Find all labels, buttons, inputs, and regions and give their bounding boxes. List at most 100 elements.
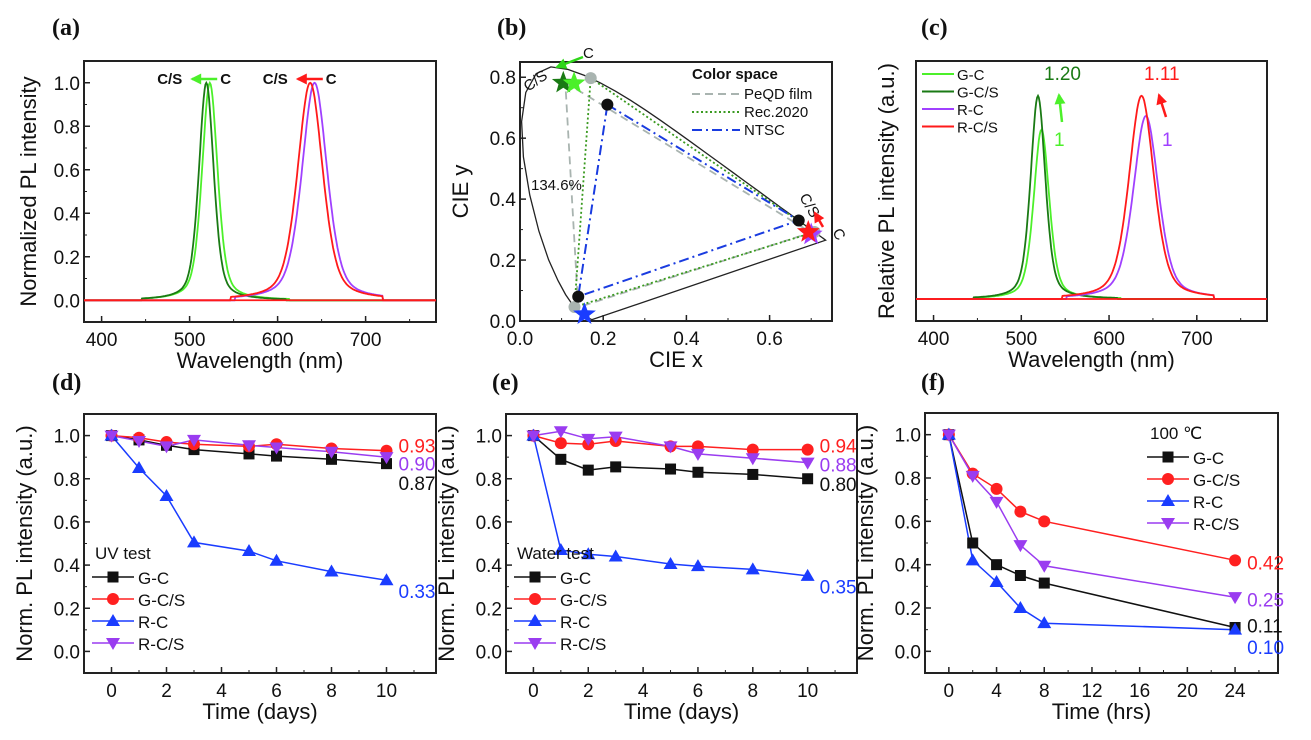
y-tick-label: 0.2 bbox=[476, 599, 502, 620]
data-point-g-c bbox=[802, 473, 814, 485]
x-axis-title: Time (days) bbox=[202, 699, 317, 724]
panel-c: (c) 400 500 600 700 Wavelength (nm) Relative P… bbox=[874, 15, 1268, 372]
spectrum-line-g-c bbox=[84, 80, 436, 302]
legend-marker bbox=[528, 614, 542, 626]
increase-arrow-green-head bbox=[1054, 93, 1066, 105]
legend-marker bbox=[1161, 494, 1175, 506]
y-tick-label: 0.0 bbox=[476, 642, 502, 663]
legend-label: G-C/S bbox=[138, 591, 185, 610]
legend-title: UV test bbox=[95, 544, 151, 563]
y-tick-label: 1.0 bbox=[54, 74, 80, 95]
x-tick-label: 500 bbox=[174, 330, 206, 351]
y-tick-label: 1.0 bbox=[476, 427, 502, 448]
y-tick-label: 0.6 bbox=[54, 513, 80, 534]
x-tick-label: 0 bbox=[528, 681, 539, 702]
plot-frame bbox=[83, 60, 437, 323]
x-tick-label: 400 bbox=[918, 329, 950, 350]
x-tick-label: 700 bbox=[350, 330, 382, 351]
legend-label: R-C bbox=[1193, 493, 1223, 512]
legend-title: 100 ℃ bbox=[1150, 424, 1202, 443]
data-point-r-cs bbox=[690, 448, 705, 461]
data-point-r-c bbox=[379, 573, 394, 586]
y-tick-label: 0.6 bbox=[54, 161, 80, 182]
legend-marker bbox=[1162, 473, 1174, 485]
y-tick-label: 0.0 bbox=[490, 312, 516, 333]
data-point-r-cs bbox=[800, 457, 815, 470]
x-tick-label: 0 bbox=[944, 681, 955, 702]
series-line-r-cs bbox=[948, 434, 1236, 598]
ratio-base-green: 1 bbox=[1054, 130, 1065, 151]
legend-label: G-C bbox=[560, 569, 591, 588]
legend-title: Water test bbox=[517, 544, 594, 563]
shift-arrow-green-head bbox=[555, 58, 568, 69]
panel-label: (e) bbox=[492, 370, 519, 396]
data-point-g-c bbox=[665, 463, 677, 475]
end-value-label: 0.80 bbox=[820, 475, 857, 496]
data-point-r-c bbox=[1037, 616, 1052, 629]
data-point-r-cs bbox=[132, 435, 146, 448]
data-point-r-c bbox=[1228, 622, 1243, 635]
legend-label: R-C bbox=[957, 102, 984, 119]
x-tick-label: 8 bbox=[326, 681, 337, 702]
spectrum-line-r-cs bbox=[84, 81, 436, 302]
legend-label: G-C bbox=[138, 569, 169, 588]
increase-arrow-red-head bbox=[1156, 93, 1167, 106]
shift-arrow-head bbox=[295, 73, 307, 85]
data-point-r-cs bbox=[553, 426, 568, 439]
panel-label: (a) bbox=[52, 15, 80, 41]
spectrum-line-r-c bbox=[84, 81, 436, 302]
data-point-r-c bbox=[1013, 601, 1028, 613]
panel-label: (c) bbox=[921, 15, 948, 41]
legend-label: PeQD film bbox=[744, 86, 812, 103]
data-point-r-cs bbox=[269, 442, 284, 455]
legend-label: G-C/S bbox=[560, 591, 607, 610]
primary-point bbox=[792, 214, 805, 227]
coverage-label: 134.6% bbox=[531, 177, 582, 194]
x-tick-label: 6 bbox=[271, 681, 282, 702]
gamut-triangle-rec2020 bbox=[573, 76, 817, 309]
legend-label: R-C/S bbox=[560, 635, 606, 654]
legend-label: G-C bbox=[957, 67, 985, 84]
gamut-triangle-ntsc bbox=[576, 103, 802, 299]
data-point-g-c bbox=[991, 559, 1003, 571]
y-tick-label: 0.4 bbox=[54, 204, 81, 225]
panel-a: (a) 400 500 600 700 0.0 0.2 0.4 0.6 0.8 1.0 Wavelen… bbox=[16, 15, 437, 373]
x-tick-label: 4 bbox=[991, 681, 1002, 702]
spectrum-line-g-cs bbox=[84, 80, 436, 302]
data-point-r-c bbox=[187, 535, 201, 548]
x-axis-title: Wavelength (nm) bbox=[177, 348, 344, 373]
x-tick-label: 600 bbox=[262, 330, 294, 351]
y-tick-label: 0.4 bbox=[895, 556, 922, 577]
legend-label: R-C/S bbox=[957, 120, 998, 137]
x-axis-title: Time (hrs) bbox=[1052, 699, 1151, 724]
data-point-r-cs bbox=[379, 452, 394, 465]
y-tick-label: 0.2 bbox=[54, 599, 80, 620]
data-point-r-cs bbox=[1228, 592, 1243, 605]
data-point-g-c bbox=[271, 450, 282, 462]
y-tick-label: 0.6 bbox=[895, 512, 921, 533]
data-point-r-c bbox=[690, 559, 705, 572]
y-tick-label: 0.8 bbox=[490, 68, 516, 89]
end-value-label: 0.35 bbox=[820, 578, 857, 599]
legend-label: R-C bbox=[138, 613, 168, 632]
y-tick-label: 0.0 bbox=[895, 642, 921, 663]
data-point-r-cs bbox=[1037, 560, 1052, 573]
primary-point bbox=[584, 72, 597, 85]
data-point-r-cs bbox=[608, 431, 623, 444]
data-point-r-c bbox=[132, 460, 146, 473]
legend-label: G-C/S bbox=[1193, 471, 1240, 490]
data-point-g-cs bbox=[554, 437, 567, 450]
data-point-r-c bbox=[989, 575, 1004, 587]
ratio-label-red: 1.11 bbox=[1144, 64, 1180, 85]
y-tick-label: 0.0 bbox=[54, 291, 80, 312]
panel-e: (e) 0 2 4 6 8 10 0.0 0.2 0.4 0.6 0.8 1.0 Time (days) N… bbox=[434, 370, 858, 724]
data-point-r-cs bbox=[159, 441, 174, 454]
data-point-r-cs bbox=[745, 453, 760, 466]
y-tick-label: 0.4 bbox=[476, 556, 503, 577]
legend-title: Color space bbox=[692, 66, 778, 83]
primary-point bbox=[572, 290, 585, 303]
data-point-g-cs bbox=[990, 482, 1003, 495]
x-tick-label: 12 bbox=[1081, 681, 1102, 702]
y-tick-label: 0.2 bbox=[54, 248, 80, 269]
